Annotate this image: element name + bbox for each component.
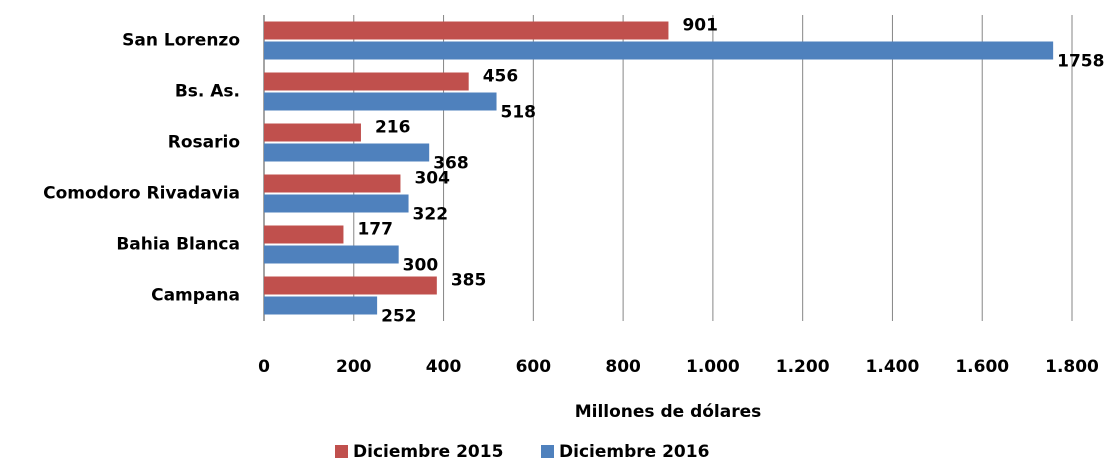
legend-swatch: [335, 445, 348, 458]
bar: [264, 72, 469, 91]
y-tick-label: Bahia Blanca: [116, 235, 240, 255]
y-tick-label: Campana: [151, 286, 240, 306]
x-tick-label: 800: [605, 357, 641, 377]
data-label: 385: [451, 271, 487, 291]
legend-swatch: [541, 445, 554, 458]
y-tick-label: San Lorenzo: [122, 31, 240, 51]
data-label: 177: [357, 220, 393, 240]
y-tick-label: Bs. As.: [175, 82, 240, 102]
bar: [264, 41, 1054, 60]
legend-label: Diciembre 2016: [559, 442, 709, 461]
data-label: 322: [413, 205, 449, 225]
legend-label: Diciembre 2015: [353, 442, 503, 461]
x-tick-label: 600: [516, 357, 552, 377]
bar: [264, 194, 409, 213]
x-tick-label: 1.400: [866, 357, 920, 377]
x-tick-label: 1.000: [686, 357, 740, 377]
data-label: 518: [501, 103, 536, 123]
x-tick-label: 400: [426, 357, 462, 377]
data-label: 304: [414, 169, 450, 189]
y-tick-label: Comodoro Rivadavia: [43, 184, 240, 204]
bar: [264, 245, 399, 264]
y-tick-label: Rosario: [168, 133, 240, 153]
bar: [264, 143, 430, 162]
data-label: 300: [403, 256, 439, 276]
bar: [264, 276, 437, 295]
data-label: 216: [375, 118, 411, 138]
x-tick-label: 1.600: [955, 357, 1009, 377]
data-label: 252: [381, 307, 417, 327]
bar: [264, 225, 344, 244]
bar: [264, 21, 669, 40]
x-tick-label: 1.800: [1045, 357, 1099, 377]
x-tick-label: 0: [258, 357, 270, 377]
data-label: 1758: [1057, 52, 1104, 72]
x-tick-label: 1.200: [776, 357, 830, 377]
bar: [264, 92, 497, 111]
bar: [264, 296, 378, 315]
data-label: 368: [433, 154, 469, 174]
x-tick-label: 200: [336, 357, 372, 377]
bar: [264, 123, 361, 142]
data-label: 901: [682, 16, 718, 36]
bar: [264, 174, 401, 193]
x-axis-title: Millones de dólares: [575, 402, 762, 422]
data-label: 456: [483, 67, 519, 87]
